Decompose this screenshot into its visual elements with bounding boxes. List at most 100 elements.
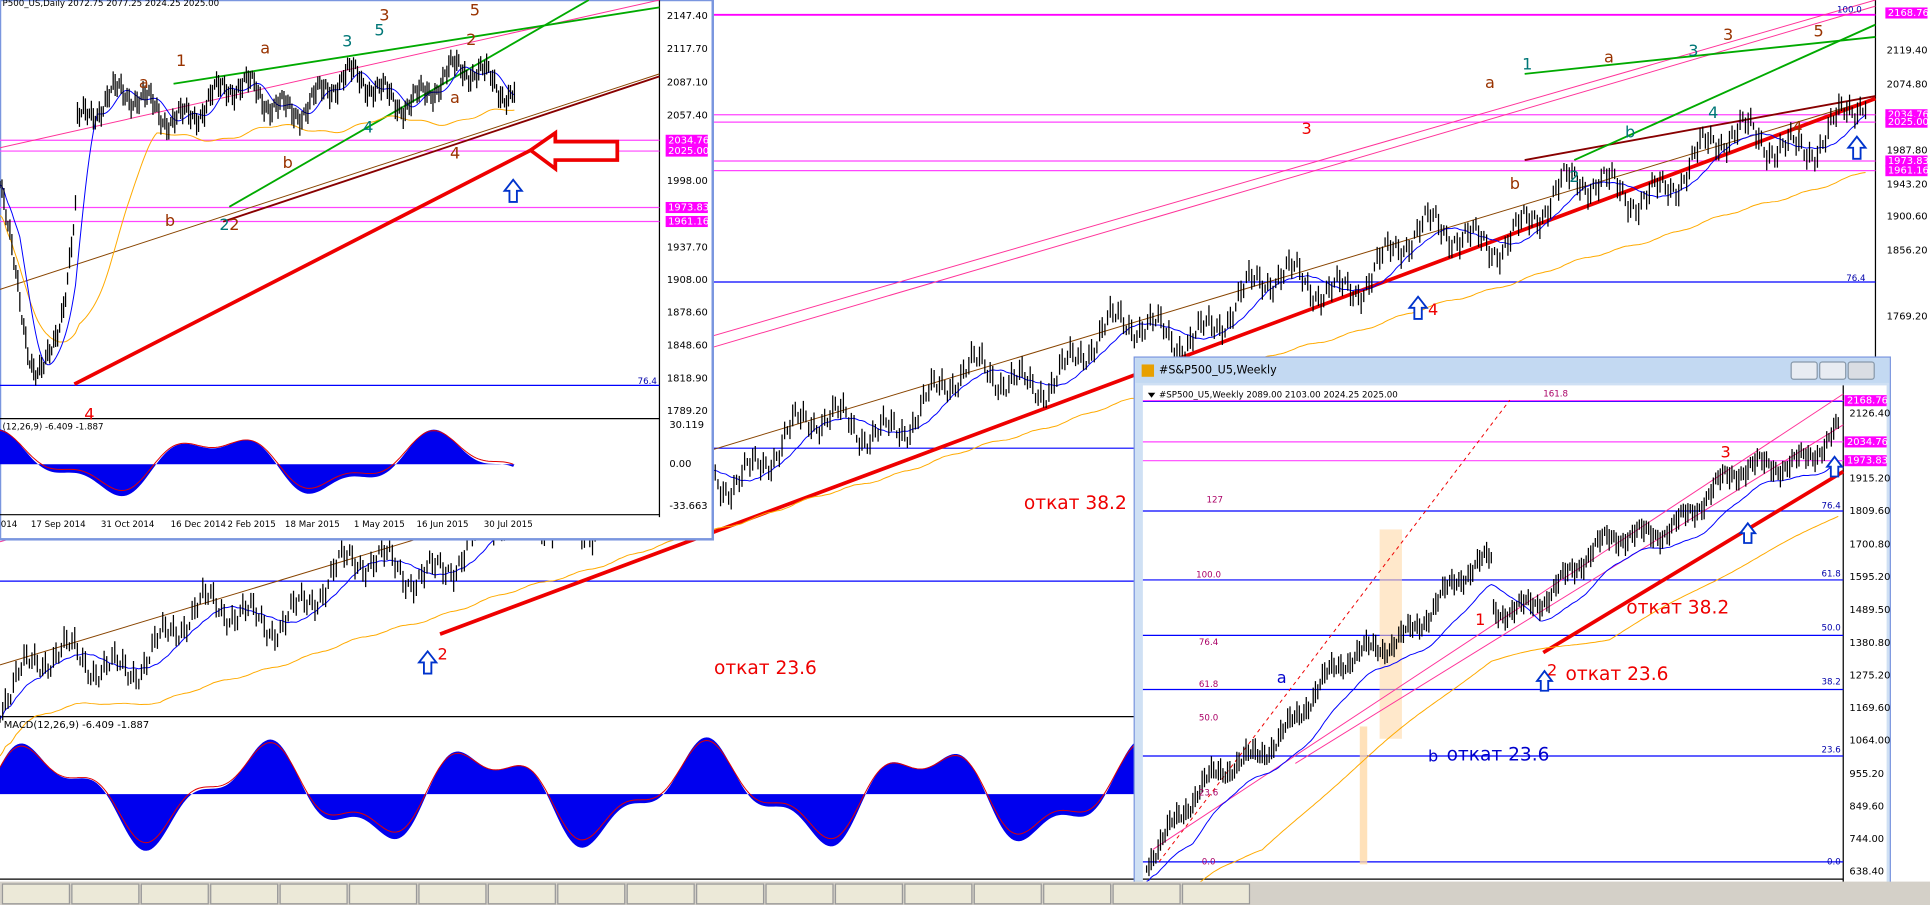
title-bar: [1135, 358, 1890, 383]
fibo-zone: [1359, 726, 1368, 865]
pointer-arrow: [527, 129, 620, 173]
tab[interactable]: [904, 883, 973, 905]
tab-bar: [0, 881, 1930, 905]
fibo-zone: [1379, 529, 1402, 739]
wave-label: 2: [466, 30, 476, 49]
price-marker-box: [1885, 165, 1928, 177]
wave-label: 1: [176, 51, 186, 70]
wave-label: a: [1604, 47, 1614, 66]
wave-label: a: [1485, 73, 1495, 92]
close-button[interactable]: [1847, 361, 1875, 380]
macd-label: MACD(12,26,9) -6.409 -1.887: [4, 720, 149, 731]
minimize-button[interactable]: [1790, 361, 1818, 380]
wave-label: a: [139, 73, 149, 92]
price-bars: [0, 49, 516, 386]
price-marker-box: [665, 201, 708, 214]
wave-label: a: [450, 88, 460, 107]
channel-line: [0, 98, 1876, 666]
up-arrow: [1407, 295, 1429, 320]
y-tick-label: 1937.70: [667, 242, 708, 253]
y-tick-label: 1848.60: [667, 341, 708, 352]
tab[interactable]: [140, 883, 209, 905]
trend-line: [1573, 23, 1876, 161]
trend-line: [1524, 36, 1876, 75]
tab[interactable]: [1, 883, 71, 905]
tab[interactable]: [973, 883, 1042, 905]
fibo-label: 23.6: [1821, 745, 1840, 755]
trend-line: [73, 146, 537, 386]
window-title: #S&P500_U5,Weekly: [1159, 364, 1277, 377]
wave-label: откат 23.6: [1447, 744, 1550, 765]
price-marker-label: 1973.83: [1888, 156, 1929, 167]
wave-label: b: [283, 153, 293, 172]
price-marker-label: 2025.00: [1888, 117, 1929, 128]
tab[interactable]: [1043, 883, 1112, 905]
fibo-label: 61.8: [1821, 569, 1840, 579]
y-tick-label: 638.40: [1849, 867, 1884, 878]
window-bg: [0, 0, 714, 541]
x-tick-label: 16 Dec 2014: [171, 520, 226, 530]
tab[interactable]: [210, 883, 279, 905]
wave-label: 2: [1547, 661, 1557, 680]
y-tick-label: 1064.00: [1849, 736, 1890, 747]
y-tick-label: 1769.20: [1887, 311, 1928, 322]
wave-label: b: [1428, 747, 1438, 766]
fibo-label: 61.8: [1199, 680, 1218, 690]
y-tick-label: 849.60: [1849, 802, 1884, 813]
up-arrow: [1846, 135, 1868, 160]
wave-label: 3: [1721, 443, 1731, 462]
x-tick-label: 16 Jun 2015: [416, 520, 468, 530]
x-tick-label: 17 Sep 2014: [31, 520, 86, 530]
price-marker-label: 2034.76: [1847, 437, 1888, 448]
fibo-label: 76.4: [638, 377, 657, 387]
price-marker-box: [1885, 7, 1928, 19]
tab[interactable]: [487, 883, 556, 905]
maximize-button[interactable]: [1819, 361, 1847, 380]
price-marker-box: [1885, 109, 1928, 121]
window-title: P500_US,Daily 2072.75 2077.25 2024.25 20…: [2, 0, 219, 9]
tab[interactable]: [71, 883, 140, 905]
y-tick-label: 1856.20: [1887, 245, 1928, 256]
macd-histogram: [0, 429, 515, 497]
wave-label: 3: [1688, 41, 1698, 60]
trend-line: [1524, 95, 1876, 161]
fibo-label: 38.2: [1821, 678, 1840, 688]
tab[interactable]: [1181, 883, 1251, 905]
title-caret: [1147, 392, 1156, 398]
trend-line: [222, 75, 660, 223]
tab[interactable]: [626, 883, 695, 905]
wave-label: откат 23.6: [714, 658, 817, 679]
fibo-label: 100.0: [1837, 5, 1862, 15]
y-tick-label: 1908.00: [667, 275, 708, 286]
moving-average-slow: [0, 172, 1866, 757]
y-tick-label: 1878.60: [667, 308, 708, 319]
wave-label: 2: [1569, 167, 1579, 186]
tab[interactable]: [418, 883, 487, 905]
tab[interactable]: [348, 883, 418, 905]
wave-label: b: [165, 211, 175, 230]
tab[interactable]: [1112, 883, 1181, 905]
macd-tick-label: 0.00: [669, 459, 691, 470]
tab[interactable]: [765, 883, 834, 905]
tab[interactable]: [696, 883, 765, 905]
x-tick-label: 2014: [0, 520, 17, 530]
price-marker-box: [1885, 116, 1928, 128]
y-tick-label: 1900.60: [1887, 212, 1928, 223]
tab[interactable]: [279, 883, 348, 905]
price-marker-box: [1844, 395, 1887, 407]
fibo-diagonal: [1158, 399, 1511, 863]
wave-label: a: [1277, 668, 1287, 687]
wave-label: откат 23.6: [1566, 664, 1669, 685]
channel-line: [0, 73, 660, 290]
tab[interactable]: [834, 883, 904, 905]
y-tick-label: 2119.40: [1887, 45, 1928, 56]
tab[interactable]: [557, 883, 626, 905]
y-tick-label: 2087.10: [667, 78, 708, 89]
y-tick-label: 2126.40: [1849, 409, 1890, 420]
wave-label: откат 38.2: [1626, 598, 1729, 619]
fibo-label: 0.0: [1827, 857, 1841, 867]
up-arrow: [502, 178, 524, 203]
y-tick-label: 2057.40: [667, 110, 708, 121]
wave-label: 2: [229, 215, 239, 234]
up-arrow: [1738, 521, 1758, 544]
